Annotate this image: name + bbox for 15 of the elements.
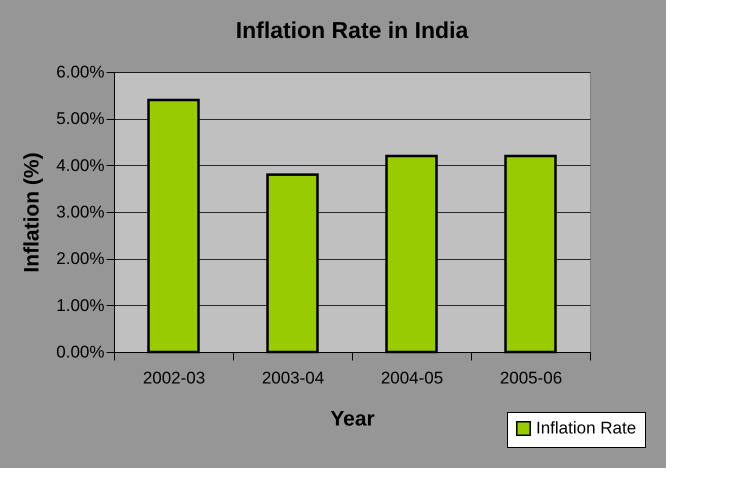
legend-label: Inflation Rate [536,418,636,438]
y-tick-label: 4.00% [56,156,104,175]
x-tick-label: 2002-03 [142,368,206,388]
y-tick-label: 2.00% [56,249,104,268]
y-tick-label: 5.00% [56,109,104,128]
y-tick-label: 3.00% [56,202,104,222]
x-tick-label: 2004-05 [380,368,444,388]
chart-title: Inflation Rate in India [236,17,468,43]
y-tick-label: 6.00% [56,62,104,82]
y-axis-title: Inflation (%) [20,152,44,273]
x-axis-title: Year [330,408,375,430]
x-tick-label: 2005-06 [500,368,562,388]
y-tick-label: 0.00% [56,342,104,362]
y-tick-label: 1.00% [56,296,104,315]
x-tick-label: 2003-04 [262,368,324,388]
